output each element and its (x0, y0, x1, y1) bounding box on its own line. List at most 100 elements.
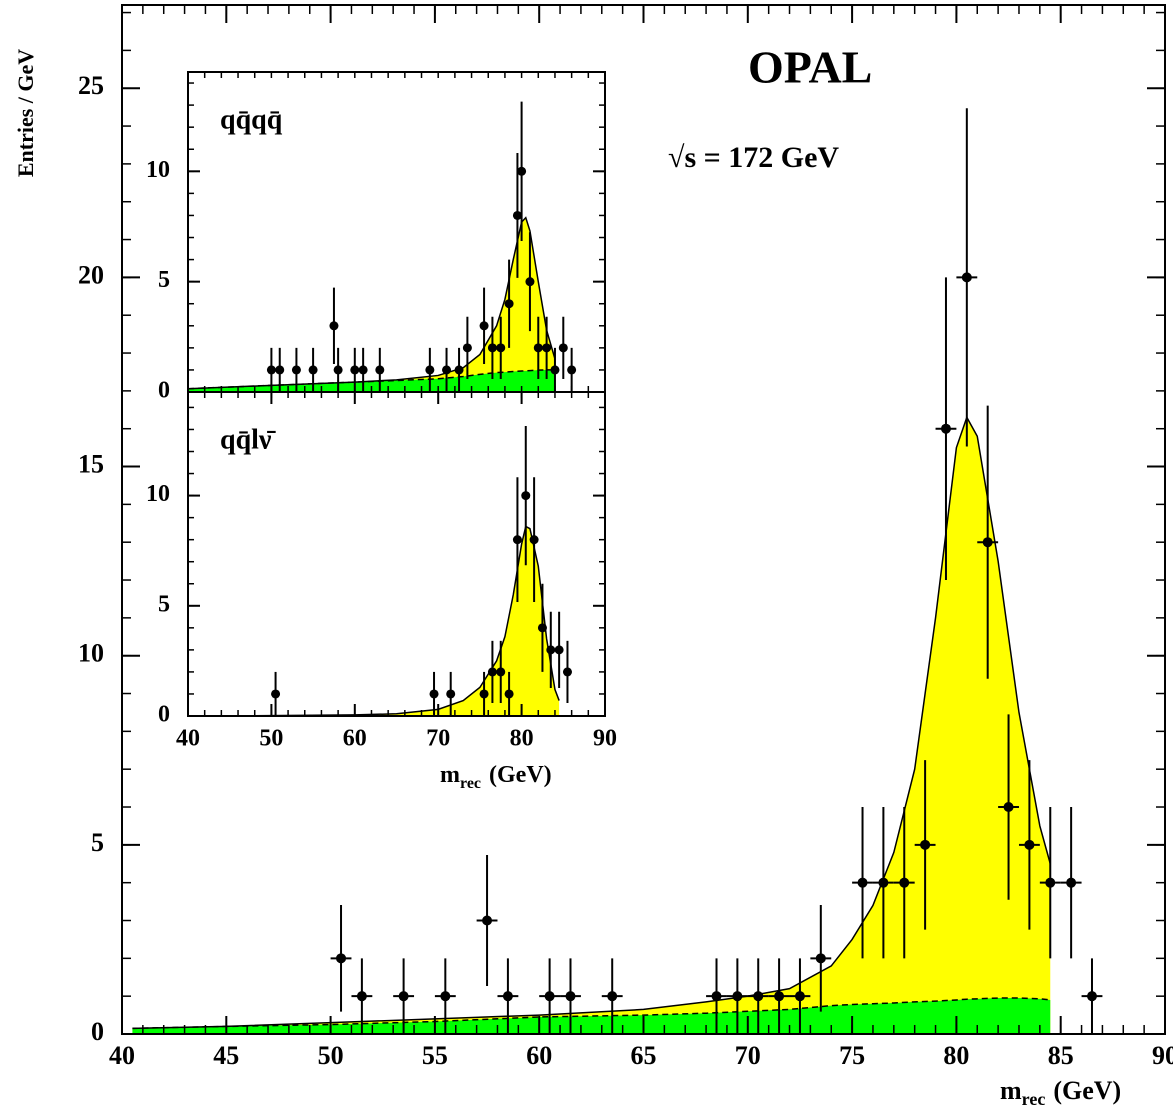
background-area (132, 998, 1051, 1034)
x-axis-label: mrec (GeV) (1000, 1076, 1121, 1109)
data-point (857, 877, 868, 888)
data-point (521, 491, 531, 501)
x-tick-label: 90 (1152, 1041, 1173, 1070)
data-point (982, 537, 993, 548)
data-point (504, 689, 514, 699)
data-point (375, 365, 385, 375)
x-label-subscript: rec (460, 775, 481, 792)
x-tick-label: 70 (426, 726, 450, 752)
inset-label: qq̄qq̄ (220, 104, 283, 135)
data-point (496, 667, 506, 677)
data-point (308, 365, 318, 375)
data-point (567, 365, 577, 375)
x-tick-label: 80 (510, 726, 534, 752)
data-point (525, 277, 535, 287)
data-point (329, 321, 339, 331)
data-point (537, 623, 547, 633)
data-point (920, 839, 931, 850)
signal-area (132, 417, 1051, 1034)
data-point (732, 991, 743, 1002)
data-point (512, 210, 522, 220)
data-point (442, 365, 452, 375)
data-point (336, 953, 347, 964)
chart-title: OPAL (748, 42, 872, 93)
x-label-subscript: rec (1022, 1089, 1046, 1109)
data-point (487, 343, 497, 353)
y-tick-label: 0 (158, 702, 170, 728)
x-tick-label: 45 (213, 1041, 239, 1070)
x-tick-label: 55 (422, 1041, 448, 1070)
data-point (429, 689, 439, 699)
y-tick-label: 10 (146, 481, 170, 507)
subtitle: √s = 172 GeV (668, 141, 839, 174)
x-tick-label: 60 (343, 726, 367, 752)
fit-curve (187, 216, 556, 390)
data-point (558, 343, 568, 353)
data-point (542, 343, 552, 353)
data-point (266, 365, 276, 375)
data-point (446, 689, 456, 699)
data-point (940, 423, 951, 434)
data-point (815, 953, 826, 964)
y-tick-label: 0 (91, 1017, 104, 1046)
y-tick-label: 5 (158, 267, 170, 293)
data-point (271, 689, 281, 699)
y-tick-label: 10 (78, 639, 104, 668)
inset-label: qq̄lν̄ (220, 424, 276, 455)
data-point (961, 272, 972, 283)
x-label-space: (GeV) (489, 762, 552, 788)
data-point (350, 365, 360, 375)
data-point (562, 667, 572, 677)
data-point (1066, 877, 1077, 888)
y-tick-label: 25 (78, 71, 104, 100)
x-axis-label: mrec (GeV) (440, 762, 552, 792)
data-point (398, 991, 409, 1002)
x-tick-label: 85 (1048, 1041, 1074, 1070)
y-tick-label: 15 (78, 450, 104, 479)
data-point (554, 645, 564, 655)
data-point (333, 365, 343, 375)
x-tick-label: 65 (631, 1041, 657, 1070)
data-point (550, 365, 560, 375)
data-point (462, 343, 472, 353)
x-label-space: (GeV) (1053, 1076, 1121, 1105)
x-tick-label: 75 (839, 1041, 865, 1070)
y-tick-label: 5 (158, 591, 170, 617)
data-point (1086, 991, 1097, 1002)
data-point (425, 365, 435, 375)
data-point (1024, 839, 1035, 850)
data-point (565, 991, 576, 1002)
data-point (479, 321, 489, 331)
data-point (878, 877, 889, 888)
data-point (291, 365, 301, 375)
data-point (544, 991, 555, 1002)
data-point (502, 991, 513, 1002)
y-tick-label: 5 (91, 828, 104, 857)
data-point (794, 991, 805, 1002)
data-point (753, 991, 764, 1002)
data-point (517, 166, 527, 176)
x-label-symbol: m (1000, 1076, 1022, 1105)
data-point (607, 991, 618, 1002)
data-point (358, 365, 368, 375)
data-point (482, 915, 493, 926)
data-point (275, 365, 285, 375)
data-point (546, 645, 556, 655)
data-point (711, 991, 722, 1002)
data-point (479, 689, 489, 699)
background-curve (132, 997, 1051, 1030)
data-point (899, 877, 910, 888)
data-point (440, 991, 451, 1002)
x-tick-label: 40 (109, 1041, 135, 1070)
y-axis-label: Entries / GeV (13, 49, 38, 177)
data-point (774, 991, 785, 1002)
data-point (512, 535, 522, 545)
data-point (496, 343, 506, 353)
x-tick-label: 40 (176, 726, 200, 752)
data-point (533, 343, 543, 353)
x-tick-label: 80 (943, 1041, 969, 1070)
y-tick-label: 0 (158, 378, 170, 404)
y-tick-label: 10 (146, 157, 170, 183)
x-tick-label: 70 (735, 1041, 761, 1070)
